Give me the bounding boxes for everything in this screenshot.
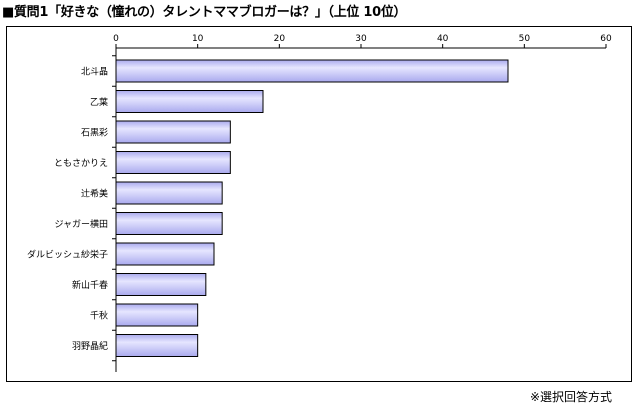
bar [115,242,215,266]
x-tick-label: 30 [355,34,367,44]
x-tick-label: 0 [113,34,119,44]
x-tick-label: 50 [519,34,531,44]
bar [115,59,509,83]
bar-layer [115,59,509,357]
category-label: 石黒彩 [81,128,108,139]
bar [115,334,199,357]
label-layer: 0 10 20 30 40 50 60 北斗晶乙葉石黒彩ともさかりえ辻希美ジャガー横田ダルビッ… [27,34,612,352]
bar [115,90,264,113]
x-tick-label: 60 [600,34,612,44]
category-label: 辻希美 [81,188,108,200]
category-label: ダルビッシュ紗栄子 [27,249,108,261]
bar [115,151,231,174]
category-label: ジャガー横田 [54,218,108,230]
footnote: ※選択回答方式 [529,390,612,404]
bar [115,303,199,327]
x-tick-label: 10 [192,34,204,44]
x-tick-label: 20 [274,34,286,44]
chart-title: ■質問1「好きな（憧れの）タレントママブロガーは？」（上位 10位） [2,5,407,20]
category-label: 乙葉 [90,96,108,108]
category-label: 北斗晶 [81,67,108,78]
bar [115,120,231,144]
bar [115,273,207,296]
chart-frame [6,26,632,382]
x-tick-label: 40 [437,34,449,44]
bar [115,181,223,205]
category-label: 羽野晶紀 [72,340,108,352]
category-label: ともさかりえ [54,158,108,169]
category-label: 新山千春 [72,279,108,291]
category-label: 千秋 [90,310,108,322]
bar [115,212,223,235]
